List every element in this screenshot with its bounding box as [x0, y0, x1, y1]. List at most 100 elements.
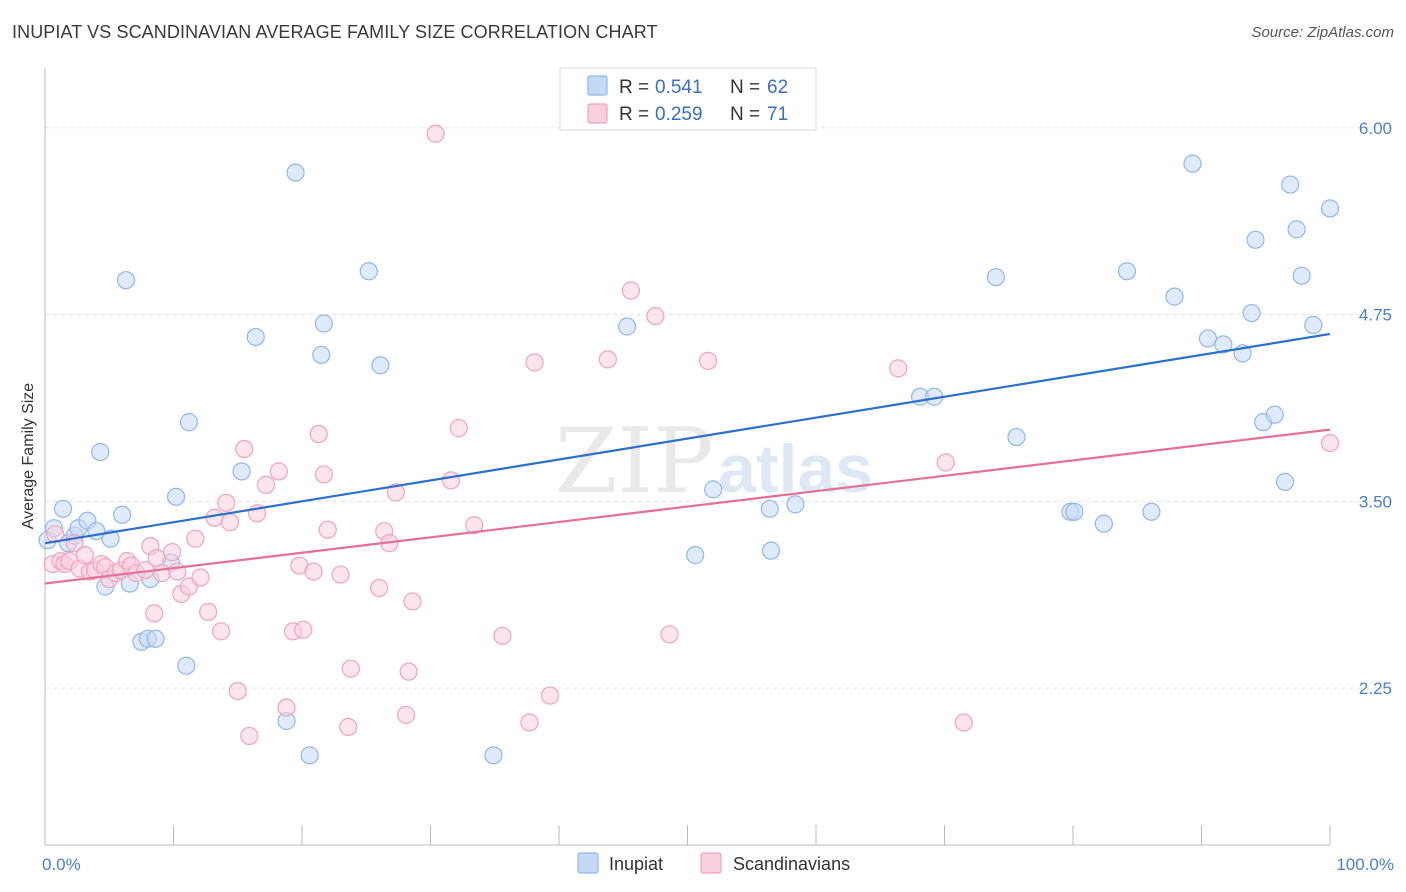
- data-point-scandinavians: [191, 568, 210, 587]
- chart-source: Source: ZipAtlas.com: [1251, 24, 1394, 41]
- data-point-scandinavians: [220, 513, 240, 532]
- legend-r-label-inupiat: R =: [619, 77, 649, 98]
- legend-swatch-inupiat: [587, 75, 608, 96]
- data-point-scandinavians: [256, 475, 276, 494]
- data-point-inupiat: [1007, 427, 1026, 447]
- data-point-scandinavians: [954, 713, 973, 732]
- data-point-scandinavians: [525, 353, 544, 372]
- trend-lines: [44, 332, 1331, 585]
- x-axis-ticks: [44, 825, 1331, 845]
- stats-legend: R = 0.541 N = 62 R = 0.259 N = 71: [559, 67, 817, 131]
- data-point-inupiat: [1292, 266, 1311, 285]
- data-point-scandinavians: [403, 592, 422, 611]
- data-point-inupiat: [686, 546, 705, 565]
- y-tick-label: 3.50: [1359, 492, 1392, 511]
- data-point-inupiat: [246, 327, 265, 347]
- data-point-scandinavians: [309, 424, 328, 444]
- legend-n-value-inupiat: 62: [767, 77, 788, 98]
- data-point-scandinavians: [75, 546, 94, 565]
- data-point-scandinavians: [186, 529, 205, 548]
- data-point-scandinavians: [449, 419, 468, 438]
- data-point-scandinavians: [269, 462, 288, 481]
- data-point-inupiat: [786, 495, 805, 514]
- data-point-scandinavians: [698, 351, 718, 370]
- data-point-inupiat: [300, 746, 319, 765]
- data-point-scandinavians: [1320, 433, 1340, 453]
- data-point-scandinavians: [341, 659, 360, 678]
- data-point-scandinavians: [217, 493, 236, 512]
- data-point-inupiat: [112, 505, 132, 524]
- data-point-inupiat: [312, 345, 331, 364]
- data-point-scandinavians: [660, 625, 679, 644]
- trend-line-scandinavians: [44, 428, 1331, 585]
- data-point-scandinavians: [339, 717, 358, 737]
- legend-swatch-scandinavians: [587, 103, 608, 124]
- data-point-inupiat: [704, 480, 723, 499]
- data-point-inupiat: [177, 656, 196, 675]
- data-point-scandinavians: [540, 686, 560, 705]
- data-point-inupiat: [761, 541, 781, 560]
- data-point-inupiat: [1265, 405, 1284, 424]
- data-point-scandinavians: [152, 563, 172, 583]
- data-point-inupiat: [314, 314, 333, 333]
- data-point-inupiat: [1320, 199, 1340, 218]
- data-point-scandinavians: [493, 626, 512, 645]
- data-point-inupiat: [286, 163, 305, 182]
- data-point-inupiat: [1165, 287, 1184, 306]
- data-point-inupiat: [53, 499, 73, 518]
- y-axis-label: Average Family Size: [20, 383, 37, 530]
- data-point-scandinavians: [889, 359, 908, 378]
- data-point-inupiat: [1281, 175, 1300, 194]
- data-point-scandinavians: [621, 281, 641, 300]
- data-point-scandinavians: [465, 516, 484, 535]
- data-point-inupiat: [618, 317, 637, 336]
- legend-r-value-inupiat: 0.541: [655, 77, 703, 98]
- x-axis-label-right: 100.0%: [1336, 855, 1394, 874]
- x-axis-label-left: 0.0%: [42, 855, 81, 874]
- series-legend-swatch-inupiat: [577, 852, 599, 874]
- data-point-scandinavians: [396, 705, 416, 725]
- watermark: ZIP atlas: [555, 409, 873, 514]
- y-tick-label: 4.75: [1359, 306, 1392, 325]
- data-point-scandinavians: [646, 306, 665, 326]
- y-tick-labels: 2.25 3.50 4.75 6.00: [1359, 119, 1392, 698]
- data-point-scandinavians: [399, 662, 418, 681]
- trend-line-inupiat: [44, 332, 1331, 545]
- data-point-scandinavians: [228, 681, 247, 701]
- y-tick-label: 2.25: [1359, 679, 1392, 698]
- data-point-inupiat: [232, 462, 251, 481]
- data-point-scandinavians: [936, 453, 955, 472]
- data-point-scandinavians: [199, 602, 218, 622]
- watermark-zip: ZIP: [555, 409, 714, 514]
- data-point-inupiat: [116, 271, 136, 290]
- gridlines: [45, 127, 1392, 689]
- data-point-scandinavians: [205, 508, 224, 527]
- data-point-scandinavians: [314, 465, 333, 484]
- data-point-inupiat: [986, 268, 1006, 287]
- data-point-scandinavians: [331, 565, 350, 584]
- data-point-scandinavians: [235, 439, 254, 459]
- data-point-inupiat: [359, 262, 378, 281]
- series-legend-label-scandinavians: Scandinavians: [733, 854, 850, 874]
- data-point-inupiat: [1246, 230, 1265, 249]
- data-point-inupiat: [1275, 472, 1295, 492]
- data-point-scandinavians: [441, 471, 461, 490]
- data-point-inupiat: [1183, 154, 1202, 173]
- data-point-inupiat: [1142, 502, 1161, 521]
- data-point-scandinavians: [598, 350, 617, 369]
- data-point-inupiat: [484, 746, 503, 765]
- data-point-inupiat: [1117, 262, 1137, 281]
- legend-n-label-scandinavians: N =: [730, 104, 760, 125]
- data-point-scandinavians: [318, 520, 337, 539]
- data-point-inupiat: [101, 529, 120, 548]
- legend-n-label-inupiat: N =: [730, 77, 760, 98]
- data-point-scandinavians: [211, 622, 231, 641]
- data-point-inupiat: [1094, 514, 1113, 533]
- data-point-scandinavians: [304, 562, 323, 581]
- data-point-scandinavians: [145, 604, 164, 623]
- data-point-inupiat: [91, 442, 110, 462]
- data-point-scandinavians: [163, 543, 182, 562]
- data-point-inupiat: [166, 487, 186, 506]
- data-point-inupiat: [1065, 502, 1084, 521]
